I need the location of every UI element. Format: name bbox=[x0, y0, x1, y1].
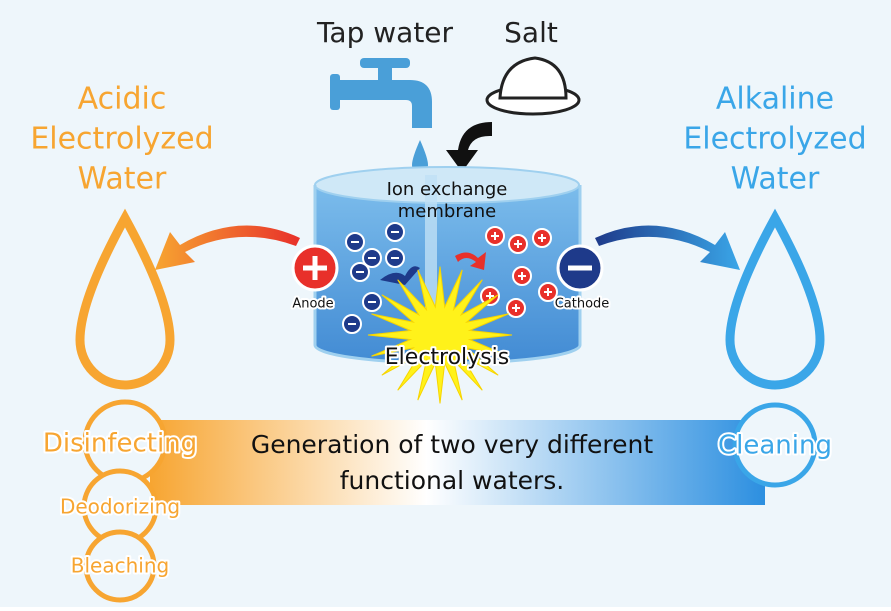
alkaline-title: Water bbox=[731, 162, 820, 197]
ions bbox=[342, 222, 558, 334]
use-label: Bleaching bbox=[71, 554, 169, 578]
acidic-title: Acidic bbox=[78, 82, 167, 117]
ion-arrow bbox=[455, 252, 486, 270]
alkaline-title: Alkaline bbox=[716, 82, 834, 117]
banner-text: functional waters. bbox=[340, 466, 565, 495]
anode-icon bbox=[291, 244, 339, 292]
use-label: Disinfecting bbox=[43, 429, 197, 459]
banner-text: Generation of two very different bbox=[251, 430, 654, 459]
tap-water-label: Tap water bbox=[316, 16, 454, 49]
acidic-title: Electrolyzed bbox=[30, 122, 213, 157]
banner bbox=[150, 420, 765, 505]
alkaline-title: Electrolyzed bbox=[683, 122, 866, 157]
membrane-label: Ion exchange bbox=[387, 179, 508, 200]
use-circle bbox=[732, 402, 818, 488]
arrow bbox=[446, 122, 492, 172]
ion bbox=[512, 304, 520, 312]
starburst bbox=[367, 266, 513, 404]
use-label: Deodorizing bbox=[60, 495, 180, 519]
use-circle bbox=[83, 529, 157, 603]
anode-label: Anode bbox=[292, 297, 333, 312]
faucet bbox=[330, 58, 432, 128]
ion bbox=[491, 232, 499, 240]
use-label: Cleaning bbox=[718, 431, 832, 461]
ion bbox=[514, 240, 522, 248]
drop bbox=[412, 140, 428, 173]
electrolysis-label: Electrolysis bbox=[385, 345, 509, 370]
right-arrow bbox=[595, 225, 740, 270]
salt-label: Salt bbox=[504, 16, 558, 49]
left-arrow bbox=[155, 225, 300, 270]
acidic-title: Water bbox=[78, 162, 167, 197]
salt-icon bbox=[485, 56, 581, 116]
ion bbox=[518, 272, 526, 280]
ion-arrow bbox=[380, 266, 420, 285]
cathode-icon bbox=[556, 244, 604, 292]
acidic-drop bbox=[75, 208, 175, 390]
ion bbox=[538, 234, 546, 242]
ion bbox=[544, 288, 552, 296]
membrane-label: membrane bbox=[398, 201, 496, 222]
cathode-label: Cathode bbox=[555, 297, 610, 312]
alkaline-drop bbox=[725, 208, 825, 390]
